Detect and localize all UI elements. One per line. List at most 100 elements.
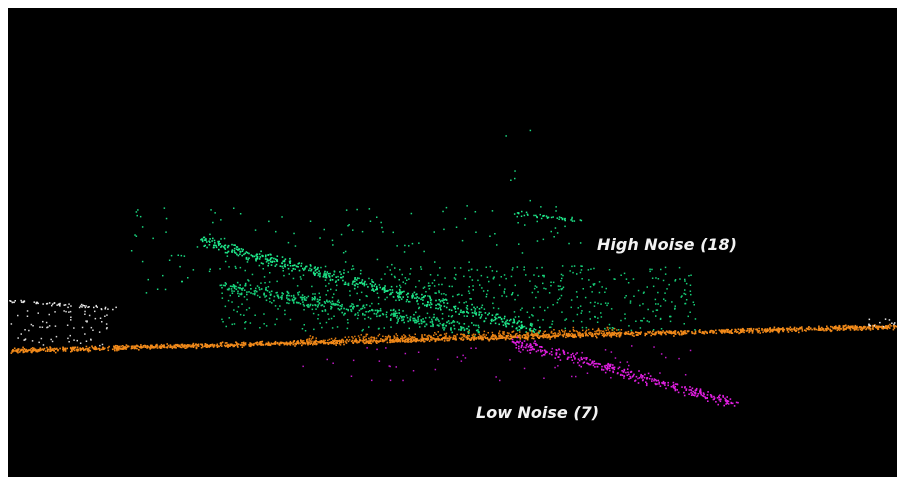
- point: [428, 285, 430, 287]
- point: [35, 350, 37, 352]
- point: [773, 329, 775, 331]
- point: [320, 267, 322, 269]
- point: [369, 208, 371, 210]
- point: [361, 292, 363, 294]
- point: [605, 372, 607, 374]
- point: [543, 331, 545, 333]
- point: [329, 342, 331, 344]
- point: [354, 281, 356, 283]
- point: [114, 348, 116, 350]
- point: [647, 309, 649, 311]
- point: [599, 333, 601, 335]
- point: [620, 320, 622, 322]
- point: [364, 281, 366, 283]
- point: [243, 315, 245, 317]
- point: [600, 312, 602, 314]
- point: [506, 320, 508, 322]
- point: [94, 346, 96, 348]
- point: [210, 269, 212, 271]
- point: [17, 337, 19, 339]
- point: [154, 347, 156, 349]
- point: [164, 347, 166, 349]
- point: [596, 332, 598, 334]
- point: [859, 327, 861, 329]
- point: [244, 285, 246, 287]
- point: [469, 335, 471, 337]
- point: [505, 323, 507, 325]
- point: [527, 350, 529, 352]
- point: [889, 319, 891, 321]
- point: [390, 380, 392, 382]
- point: [286, 302, 288, 304]
- point: [70, 317, 72, 319]
- point: [177, 344, 179, 346]
- point: [396, 315, 398, 317]
- point: [436, 317, 438, 319]
- point: [574, 357, 576, 359]
- point: [557, 217, 559, 219]
- point: [435, 308, 437, 310]
- point: [292, 344, 294, 346]
- point: [276, 318, 278, 320]
- point: [624, 318, 626, 320]
- point: [623, 369, 625, 371]
- point: [798, 332, 800, 334]
- point: [365, 311, 367, 313]
- point: [484, 308, 486, 310]
- point: [290, 265, 292, 267]
- point: [430, 336, 432, 338]
- point: [214, 244, 216, 246]
- point: [694, 304, 696, 306]
- point: [300, 278, 302, 280]
- point: [484, 320, 486, 322]
- point: [554, 332, 556, 334]
- point: [365, 335, 367, 337]
- point: [475, 334, 477, 336]
- point: [238, 344, 240, 346]
- point: [580, 366, 582, 368]
- point: [840, 328, 842, 330]
- point: [640, 375, 642, 377]
- point: [23, 301, 25, 303]
- point: [601, 286, 603, 288]
- point: [332, 327, 334, 329]
- point: [70, 311, 72, 313]
- point: [524, 326, 526, 328]
- point: [657, 309, 659, 311]
- point: [623, 377, 625, 379]
- point: [67, 338, 69, 340]
- point: [301, 345, 303, 347]
- point: [473, 289, 475, 291]
- point: [228, 245, 230, 247]
- point: [594, 333, 596, 335]
- point: [214, 344, 216, 346]
- point: [443, 302, 445, 304]
- point: [42, 303, 44, 305]
- point: [726, 331, 728, 333]
- point: [389, 289, 391, 291]
- point: [542, 215, 544, 217]
- point: [364, 282, 366, 284]
- point: [542, 319, 544, 321]
- point: [571, 354, 573, 356]
- point: [334, 304, 336, 306]
- point: [839, 329, 841, 331]
- point: [390, 310, 392, 312]
- point: [832, 326, 834, 328]
- point: [300, 303, 302, 305]
- point: [276, 343, 278, 345]
- point: [204, 245, 206, 247]
- point: [247, 259, 249, 261]
- point: [406, 301, 408, 303]
- point: [503, 333, 505, 335]
- point: [571, 218, 573, 220]
- point: [398, 297, 400, 299]
- point: [533, 338, 535, 340]
- point: [410, 320, 412, 322]
- point: [517, 337, 519, 339]
- point: [390, 326, 392, 328]
- point: [284, 264, 286, 266]
- point: [449, 323, 451, 325]
- point: [350, 309, 352, 311]
- point: [561, 329, 563, 331]
